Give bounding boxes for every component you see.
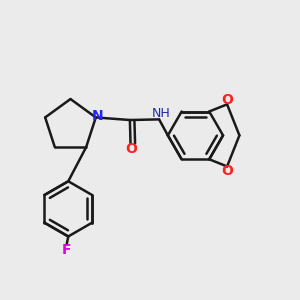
Text: N: N xyxy=(92,109,103,123)
Text: O: O xyxy=(221,164,233,178)
Text: O: O xyxy=(221,93,233,107)
Text: F: F xyxy=(62,243,71,257)
Text: O: O xyxy=(126,142,137,156)
Text: NH: NH xyxy=(151,107,170,120)
